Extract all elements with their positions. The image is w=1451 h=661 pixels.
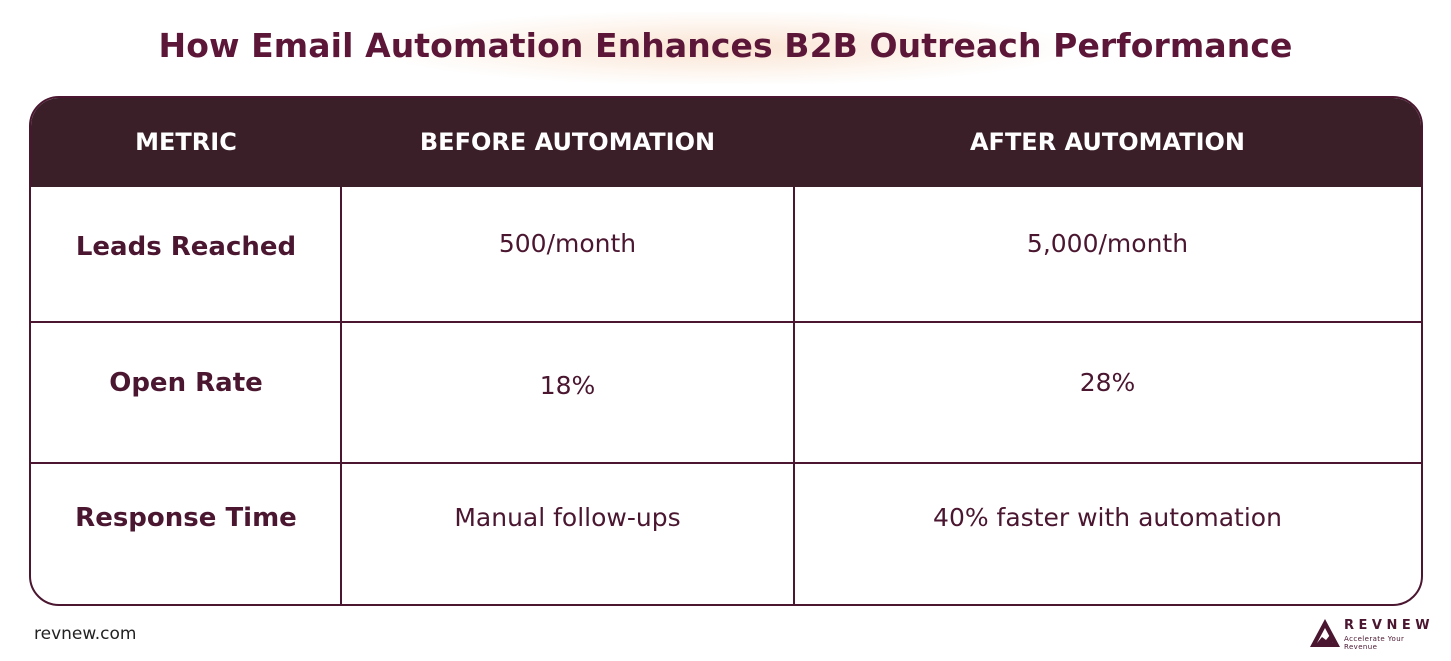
table-row-before: 18%	[539, 371, 596, 400]
row-divider	[31, 462, 1421, 464]
table-row-metric: Response Time	[75, 503, 297, 533]
table-row-after: 5,000/month	[1026, 229, 1189, 258]
table-row-metric: Open Rate	[109, 368, 263, 398]
header-before-automation: BEFORE AUTOMATION	[419, 128, 716, 156]
logo-tagline: Accelerate Your Revenue	[1344, 635, 1405, 651]
title-glow	[390, 12, 1060, 84]
table-row-before: Manual follow-ups	[454, 503, 681, 532]
footer-url[interactable]: revnew.com	[34, 624, 137, 644]
comparison-table: METRIC BEFORE AUTOMATION AFTER AUTOMATIO…	[29, 96, 1423, 606]
page-title: How Email Automation Enhances B2B Outrea…	[158, 26, 1293, 65]
table-row-after: 40% faster with automation	[933, 503, 1282, 532]
row-divider	[31, 321, 1421, 323]
mountain-logo-icon	[1310, 619, 1340, 647]
table-header: METRIC BEFORE AUTOMATION AFTER AUTOMATIO…	[31, 98, 1421, 187]
column-divider	[340, 187, 342, 604]
table-row-before: 500/month	[498, 229, 637, 258]
header-metric: METRIC	[135, 128, 237, 156]
table-row-after: 28%	[1079, 368, 1136, 397]
header-after-automation: AFTER AUTOMATION	[969, 128, 1246, 156]
column-divider	[793, 187, 795, 604]
table-row-metric: Leads Reached	[75, 232, 297, 262]
revnew-logo: REVNEW Accelerate Your Revenue	[1308, 616, 1440, 651]
logo-wordmark: REVNEW	[1344, 618, 1435, 633]
